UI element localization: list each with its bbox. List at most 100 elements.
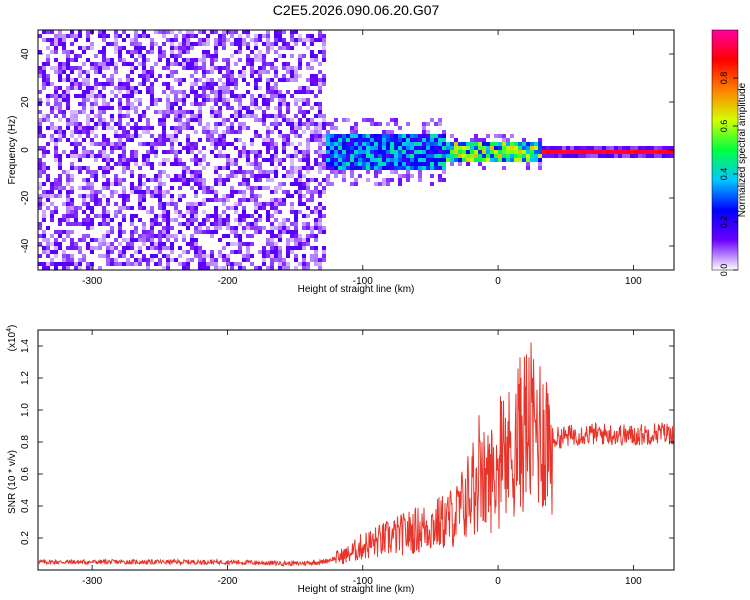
heatmap-cell bbox=[330, 150, 334, 154]
heatmap-cell bbox=[262, 226, 266, 230]
heatmap-cell bbox=[166, 82, 170, 86]
heatmap-cell bbox=[334, 134, 338, 138]
heatmap-cell bbox=[66, 182, 70, 186]
heatmap-cell bbox=[58, 130, 62, 134]
heatmap-cell bbox=[138, 166, 142, 170]
heatmap-cell bbox=[106, 202, 110, 206]
heatmap-cell bbox=[314, 206, 318, 210]
heatmap-cell bbox=[46, 194, 50, 198]
heatmap-cell bbox=[134, 42, 138, 46]
heatmap-cell bbox=[66, 126, 70, 130]
heatmap-cell bbox=[318, 182, 322, 186]
heatmap-cell bbox=[38, 186, 42, 190]
heatmap-cell bbox=[298, 194, 302, 198]
heatmap-cell bbox=[218, 250, 222, 254]
heatmap-cell bbox=[394, 118, 398, 122]
heatmap-cell bbox=[174, 162, 178, 166]
heatmap-cell bbox=[102, 58, 106, 62]
heatmap-cell bbox=[94, 214, 98, 218]
heatmap-cell bbox=[410, 174, 414, 178]
heatmap-cell bbox=[342, 146, 346, 150]
heatmap-cell bbox=[234, 38, 238, 42]
heatmap-cell bbox=[62, 230, 66, 234]
heatmap-cell bbox=[54, 98, 58, 102]
heatmap-cell bbox=[106, 166, 110, 170]
heatmap-cell bbox=[234, 250, 238, 254]
heatmap-cell bbox=[110, 74, 114, 78]
heatmap-cell bbox=[114, 174, 118, 178]
heatmap-cell bbox=[258, 230, 262, 234]
heatmap-cell bbox=[198, 178, 202, 182]
heatmap-cell bbox=[438, 162, 442, 166]
heatmap-cell bbox=[182, 114, 186, 118]
heatmap-cell bbox=[230, 54, 234, 58]
heatmap-cell bbox=[150, 206, 154, 210]
heatmap-cell bbox=[190, 118, 194, 122]
heatmap-cell bbox=[262, 142, 266, 146]
heatmap-cell bbox=[86, 122, 90, 126]
heatmap-cell bbox=[142, 114, 146, 118]
heatmap-cell bbox=[366, 146, 370, 150]
heatmap-cell bbox=[214, 38, 218, 42]
heatmap-cell bbox=[406, 174, 410, 178]
heatmap-cell bbox=[122, 250, 126, 254]
heatmap-cell bbox=[58, 126, 62, 130]
heatmap-cell bbox=[406, 150, 410, 154]
heatmap-cell bbox=[410, 154, 414, 158]
heatmap-cell bbox=[246, 42, 250, 46]
heatmap-cell bbox=[474, 158, 478, 162]
heatmap-cell bbox=[274, 234, 278, 238]
heatmap-cell bbox=[194, 82, 198, 86]
heatmap-cell bbox=[78, 134, 82, 138]
heatmap-cell bbox=[206, 126, 210, 130]
heatmap-cell bbox=[114, 38, 118, 42]
heatmap-cell bbox=[46, 206, 50, 210]
heatmap-cell bbox=[470, 158, 474, 162]
heatmap-cell bbox=[278, 130, 282, 134]
heatmap-cell bbox=[270, 258, 274, 262]
heatmap-cell bbox=[526, 150, 530, 154]
heatmap-cell bbox=[130, 174, 134, 178]
heatmap-cell bbox=[122, 178, 126, 182]
heatmap-cell bbox=[234, 130, 238, 134]
heatmap-cell bbox=[206, 82, 210, 86]
heatmap-cell bbox=[434, 154, 438, 158]
heatmap-cell bbox=[266, 150, 270, 154]
heatmap-cell bbox=[334, 118, 338, 122]
heatmap-cell bbox=[318, 222, 322, 226]
heatmap-cell bbox=[178, 130, 182, 134]
heatmap-cell bbox=[310, 138, 314, 142]
heatmap-cell bbox=[194, 94, 198, 98]
heatmap-cell bbox=[298, 86, 302, 90]
heatmap-cell bbox=[354, 146, 358, 150]
heatmap-cell bbox=[338, 154, 342, 158]
heatmap-cell bbox=[550, 150, 554, 154]
heatmap-cell bbox=[102, 254, 106, 258]
heatmap-cell bbox=[218, 34, 222, 38]
heatmap-cell bbox=[58, 166, 62, 170]
heatmap-cell bbox=[134, 66, 138, 70]
heatmap-cell bbox=[530, 142, 534, 146]
heatmap-cell bbox=[202, 42, 206, 46]
heatmap-cell bbox=[418, 166, 422, 170]
heatmap-cell bbox=[282, 190, 286, 194]
heatmap-cell bbox=[242, 170, 246, 174]
heatmap-cell bbox=[214, 122, 218, 126]
heatmap-cell bbox=[42, 82, 46, 86]
heatmap-cell bbox=[398, 182, 402, 186]
heatmap-cell bbox=[142, 70, 146, 74]
heatmap-cell bbox=[118, 58, 122, 62]
heatmap-cell bbox=[162, 254, 166, 258]
heatmap-cell bbox=[266, 254, 270, 258]
heatmap-cell bbox=[194, 90, 198, 94]
heatmap-cell bbox=[186, 110, 190, 114]
heatmap-cell bbox=[322, 162, 326, 166]
heatmap-cell bbox=[658, 154, 662, 158]
heatmap-cell bbox=[126, 106, 130, 110]
heatmap-cell bbox=[442, 134, 446, 138]
heatmap-cell bbox=[282, 66, 286, 70]
heatmap-cell bbox=[270, 262, 274, 266]
heatmap-cell bbox=[170, 86, 174, 90]
heatmap-cell bbox=[70, 162, 74, 166]
heatmap-cell bbox=[118, 142, 122, 146]
